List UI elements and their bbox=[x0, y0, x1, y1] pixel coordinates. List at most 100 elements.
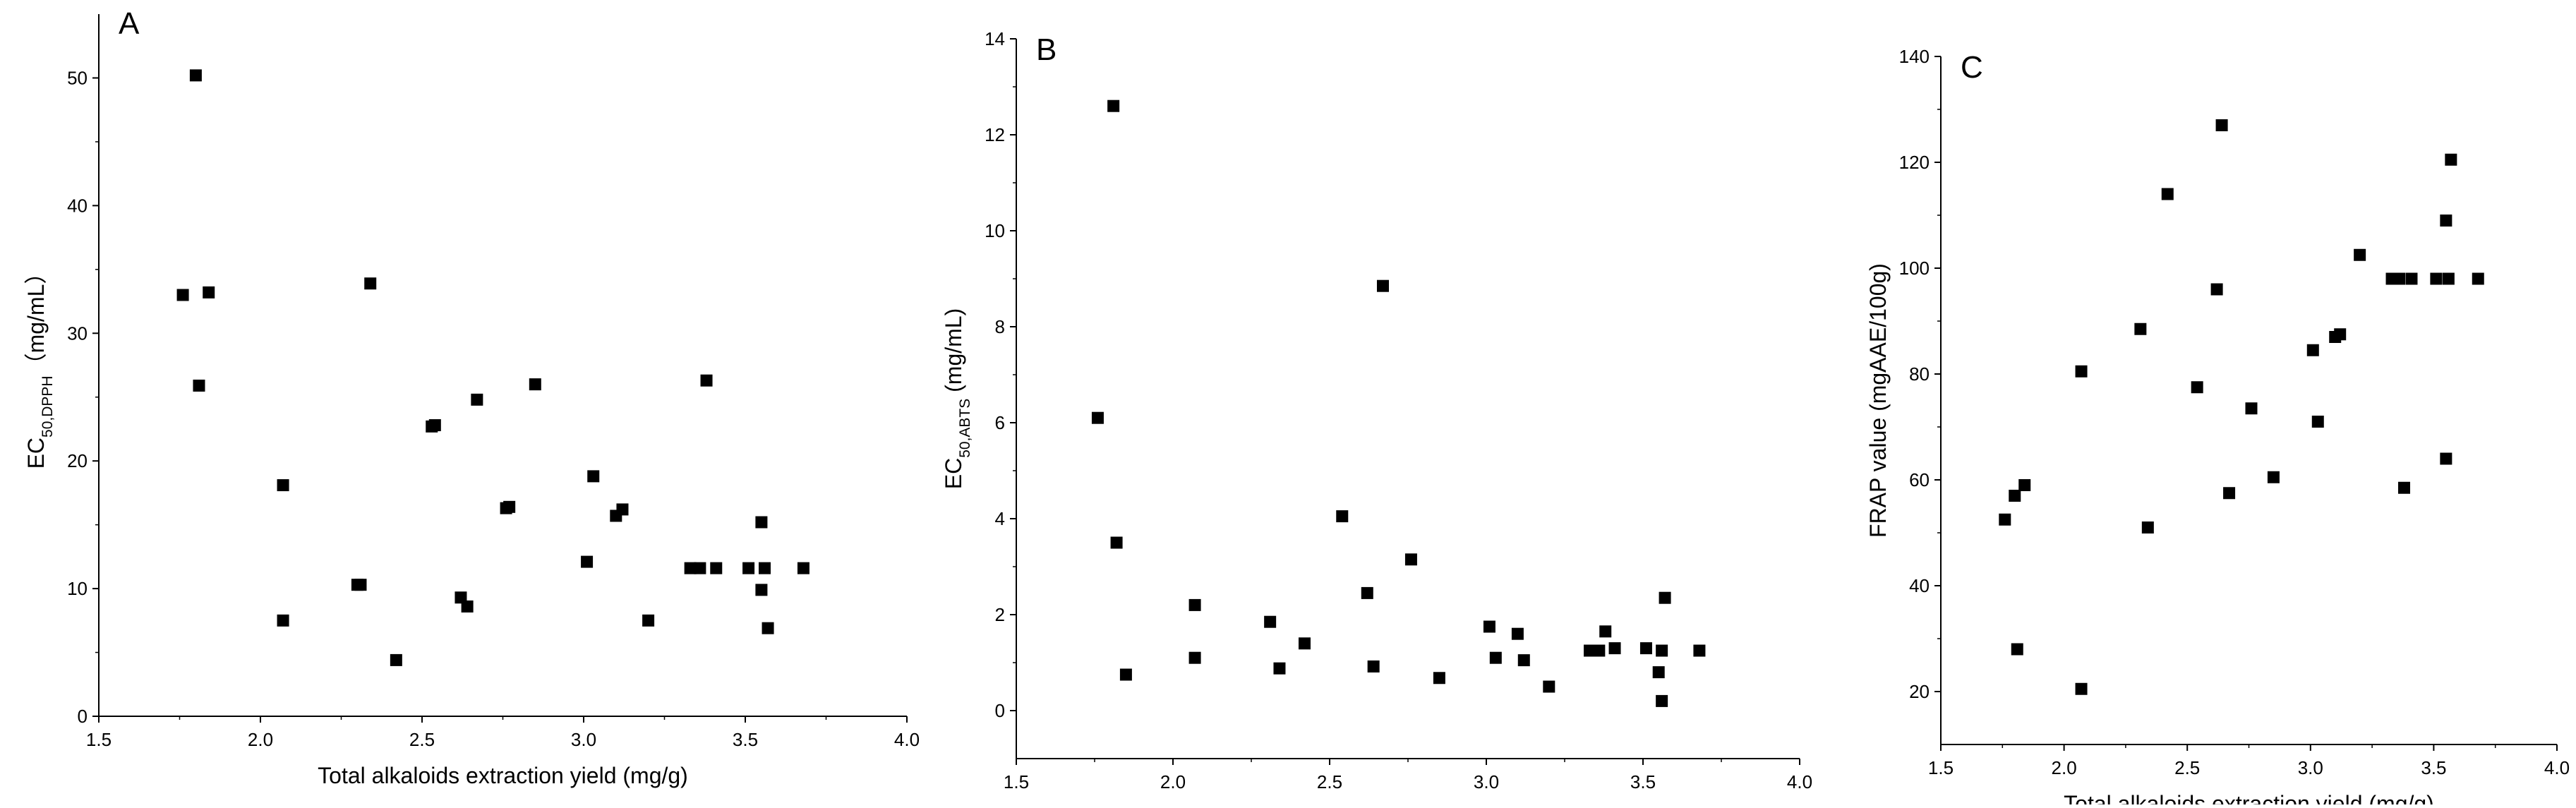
data-point bbox=[710, 562, 723, 574]
x-tick-label: 2.0 bbox=[1160, 771, 1186, 792]
y-tick-label: 100 bbox=[1899, 258, 1930, 279]
data-point bbox=[755, 516, 768, 529]
data-point bbox=[1511, 627, 1524, 640]
data-point bbox=[2334, 328, 2347, 341]
data-point bbox=[2445, 153, 2457, 166]
data-point bbox=[176, 289, 189, 301]
data-point bbox=[2215, 119, 2228, 131]
data-point bbox=[581, 555, 594, 568]
x-tick-label: 2.5 bbox=[409, 729, 435, 750]
x-tick-label: 3.0 bbox=[2298, 757, 2323, 778]
y-tick-label: 20 bbox=[67, 450, 88, 471]
data-point bbox=[1999, 513, 2011, 526]
data-point bbox=[2223, 487, 2236, 500]
data-point bbox=[1433, 672, 1445, 685]
data-point bbox=[755, 584, 768, 596]
data-point bbox=[2191, 381, 2203, 394]
data-point bbox=[642, 614, 655, 627]
data-point bbox=[1659, 591, 1671, 604]
data-point bbox=[1107, 100, 1120, 112]
data-point bbox=[2161, 188, 2174, 200]
x-tick-label: 2.5 bbox=[1317, 771, 1342, 792]
x-tick-label: 1.5 bbox=[86, 729, 112, 750]
panel-label: A bbox=[119, 6, 140, 41]
y-tick-label: 4 bbox=[995, 508, 1005, 529]
y-tick-label: 60 bbox=[1909, 469, 1930, 490]
data-point bbox=[2210, 283, 2223, 296]
y-axis-title-main: EC bbox=[941, 458, 966, 489]
data-point bbox=[1188, 598, 1201, 611]
panel-label: B bbox=[1036, 32, 1057, 67]
data-point bbox=[694, 562, 706, 574]
data-point bbox=[2009, 490, 2021, 502]
y-tick-label: 0 bbox=[995, 700, 1005, 721]
data-point bbox=[1361, 586, 1373, 599]
chart-panel-b: 1.52.02.53.03.54.002468101214Total alkal… bbox=[941, 28, 1812, 808]
data-point bbox=[471, 393, 483, 406]
data-point bbox=[1298, 637, 1311, 650]
data-point bbox=[1656, 644, 1668, 657]
data-point bbox=[1336, 510, 1349, 523]
x-tick-label: 3.0 bbox=[571, 729, 596, 750]
data-point bbox=[390, 653, 402, 666]
data-point bbox=[587, 470, 600, 483]
y-axis-title-main: FRAP value (mgAAE/100g) bbox=[1865, 263, 1891, 538]
data-point bbox=[1264, 615, 1277, 628]
y-tick-label: 30 bbox=[67, 322, 88, 344]
data-point bbox=[2306, 344, 2319, 356]
data-point bbox=[1110, 536, 1123, 549]
y-tick-label: 2 bbox=[995, 604, 1005, 625]
y-tick-label: 8 bbox=[995, 316, 1005, 337]
data-point bbox=[1652, 666, 1665, 679]
data-point bbox=[684, 562, 697, 574]
x-tick-label: 4.0 bbox=[894, 729, 920, 750]
data-point bbox=[364, 277, 377, 290]
y-tick-label: 10 bbox=[985, 220, 1005, 241]
data-point bbox=[1273, 662, 1286, 675]
data-point bbox=[1584, 644, 1596, 657]
data-point bbox=[203, 286, 215, 299]
data-point bbox=[797, 562, 809, 574]
data-point bbox=[1656, 694, 1668, 707]
y-tick-label: 12 bbox=[985, 124, 1005, 145]
x-tick-label: 4.0 bbox=[2544, 757, 2570, 778]
data-point bbox=[2472, 272, 2484, 285]
x-axis-title: Total alkaloids extraction yield (mg/g) bbox=[318, 763, 688, 788]
data-point bbox=[277, 479, 289, 492]
y-tick-label: 40 bbox=[1909, 575, 1930, 596]
data-point bbox=[2393, 272, 2406, 285]
chart-panel-c: 1.5 2.0 2.5 3.0 3.5 4.0 20 40 60 80 100 120 140 Total… bbox=[1865, 46, 2570, 808]
x-tick-label: 2.5 bbox=[2174, 757, 2200, 778]
data-point bbox=[2442, 272, 2455, 285]
data-point bbox=[1483, 620, 1495, 633]
y-axis-title: EC50,DPPH（mg/mL） bbox=[23, 262, 56, 469]
data-point bbox=[2440, 215, 2452, 227]
data-point bbox=[1593, 644, 1606, 657]
data-point bbox=[1517, 654, 1530, 667]
data-point bbox=[1693, 644, 1706, 657]
data-point bbox=[1376, 279, 1389, 292]
y-axis-title: FRAP value (mgAAE/100g) bbox=[1865, 263, 1891, 538]
y-tick-label: 6 bbox=[995, 412, 1005, 433]
data-point bbox=[529, 378, 541, 391]
y-axis-title-unit: (mg/mL) bbox=[941, 308, 966, 399]
chart-panel-a: 1.5 2.0 2.5 3.0 3.5 4.0 0 10 20 30 40 50 Total alkal… bbox=[23, 6, 920, 788]
data-point bbox=[2141, 521, 2154, 533]
data-point bbox=[189, 69, 202, 82]
data-point bbox=[2430, 272, 2443, 285]
data-point bbox=[354, 579, 367, 591]
x-axis-title: Total alkaloids extraction yield (mg/g) bbox=[2064, 791, 2434, 804]
y-tick-label: 50 bbox=[67, 67, 88, 88]
y-tick-label: 40 bbox=[67, 195, 88, 216]
x-tick-label: 2.0 bbox=[2052, 757, 2077, 778]
data-point bbox=[616, 503, 629, 516]
data-point bbox=[1091, 411, 1104, 424]
data-point bbox=[1489, 651, 1502, 664]
x-tick-label: 3.5 bbox=[1630, 771, 1656, 792]
y-axis-title-subscript: 50,DPPH bbox=[40, 375, 56, 438]
data-point bbox=[461, 600, 474, 613]
y-tick-label: 140 bbox=[1899, 46, 1930, 67]
data-point bbox=[2075, 682, 2088, 695]
y-tick-label: 20 bbox=[1909, 681, 1930, 702]
